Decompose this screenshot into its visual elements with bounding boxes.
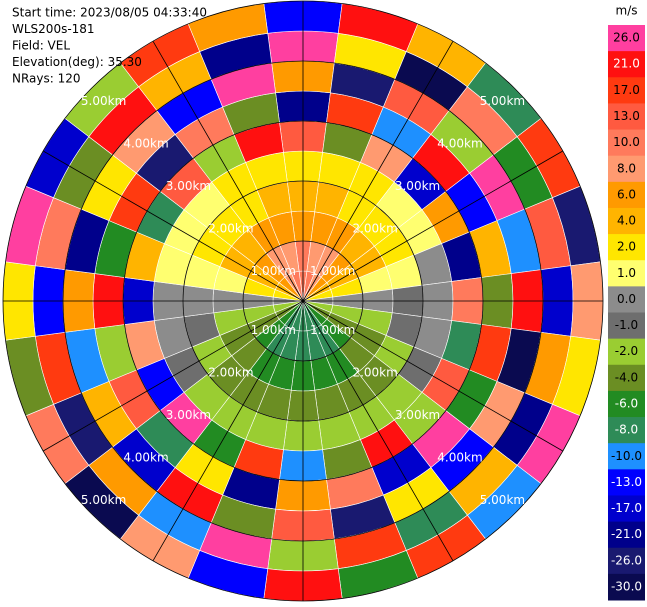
range-label: 2.00km [352, 366, 397, 380]
colorbar-band [608, 207, 645, 235]
spoke [152, 300, 304, 562]
range-label: 2.00km [352, 221, 397, 235]
colorbar-label: -10.0 [611, 449, 642, 463]
colorbar-label: -21.0 [611, 527, 642, 541]
colorbar-band [608, 443, 645, 470]
colorbar-band [608, 286, 645, 313]
colorbar-band [608, 364, 645, 392]
colorbar-band [608, 390, 645, 418]
spoke [302, 150, 564, 302]
header-line: Elevation(deg): 35.30 [12, 55, 142, 69]
colorbar-band [608, 260, 645, 287]
colorbar-band [608, 521, 645, 549]
colorbar-label: -13.0 [611, 475, 642, 489]
colorbar-band [608, 103, 645, 131]
colorbar-band [608, 181, 645, 209]
colorbar-band [608, 417, 645, 444]
range-label: 4.00km [437, 137, 482, 151]
range-label: 5.00km [480, 493, 525, 507]
colorbar-label: 26.0 [613, 31, 640, 45]
range-label: 5.00km [480, 94, 525, 108]
spoke [302, 300, 564, 452]
spoke [42, 300, 304, 452]
colorbar-label: 13.0 [613, 109, 640, 123]
colorbar-label: 2.0 [617, 240, 636, 254]
colorbar-band [608, 547, 645, 575]
range-ring [2, 0, 604, 602]
range-label: 5.00km [81, 493, 126, 507]
range-label: 3.00km [395, 179, 440, 193]
range-label: 4.00km [437, 450, 482, 464]
colorbar-band [608, 25, 645, 52]
colorbar-band [608, 495, 645, 523]
colorbar-band [608, 234, 645, 261]
colorbar-band [608, 51, 645, 78]
range-rings [2, 0, 604, 602]
range-label: 1.00km [251, 264, 296, 278]
range-label: 3.00km [166, 179, 211, 193]
colorbar-title: m/s [616, 4, 638, 18]
colorbar-band [608, 338, 645, 366]
spoke [42, 150, 304, 302]
colorbar-band [608, 77, 645, 104]
header-line: WLS200s-181 [12, 22, 95, 36]
range-label: 5.00km [81, 94, 126, 108]
colorbar-label: -1.0 [615, 318, 638, 332]
spoke [302, 40, 454, 302]
colorbar-band [608, 129, 645, 157]
annotations: 1.00km 1.00km 1.00km 1.00km 2.00km 2.00km 2.00… [12, 6, 525, 507]
range-ring [242, 240, 364, 362]
range-label: 2.00km [208, 366, 253, 380]
colorbar-label: 10.0 [613, 135, 640, 149]
range-label: 4.00km [123, 450, 168, 464]
ppi-field [2, 0, 604, 602]
range-label: 1.00km [310, 323, 355, 337]
colorbar-label: -17.0 [611, 501, 642, 515]
colorbar-label: 6.0 [617, 187, 636, 201]
colorbar-label: 4.0 [617, 214, 636, 228]
colorbar-band [608, 312, 645, 340]
range-label: 2.00km [208, 221, 253, 235]
spoke [302, 300, 454, 562]
range-ring [122, 120, 484, 482]
colorbar-label: 21.0 [613, 57, 640, 71]
colorbar-label: 1.0 [617, 266, 636, 280]
range-label: 1.00km [251, 323, 296, 337]
colorbar-label: -2.0 [615, 344, 638, 358]
colorbar-label: -4.0 [615, 370, 638, 384]
colorbar-label: 8.0 [617, 161, 636, 175]
header-line: NRays: 120 [12, 72, 81, 86]
colorbar: m/s 26.0 21.0 17.0 13.0 10.0 8.0 6.0 4.0 2.0 1.0 0.… [608, 4, 645, 601]
range-ring [182, 180, 424, 422]
colorbar-band [608, 155, 645, 183]
colorbar-label: 0.0 [617, 292, 636, 306]
spoke [152, 40, 304, 302]
range-label: 3.00km [395, 408, 440, 422]
colorbar-label: -30.0 [611, 579, 642, 593]
colorbar-label: -26.0 [611, 553, 642, 567]
range-label: 4.00km [123, 137, 168, 151]
range-label: 1.00km [310, 264, 355, 278]
colorbar-label: -6.0 [615, 396, 638, 410]
header-line: Field: VEL [12, 39, 70, 53]
colorbar-label: -8.0 [615, 423, 638, 437]
colorbar-label: 17.0 [613, 83, 640, 97]
range-label: 3.00km [166, 408, 211, 422]
range-ring [62, 60, 544, 542]
header-line: Start time: 2023/08/05 04:33:40 [12, 6, 207, 20]
colorbar-band [608, 573, 645, 601]
colorbar-band [608, 469, 645, 496]
